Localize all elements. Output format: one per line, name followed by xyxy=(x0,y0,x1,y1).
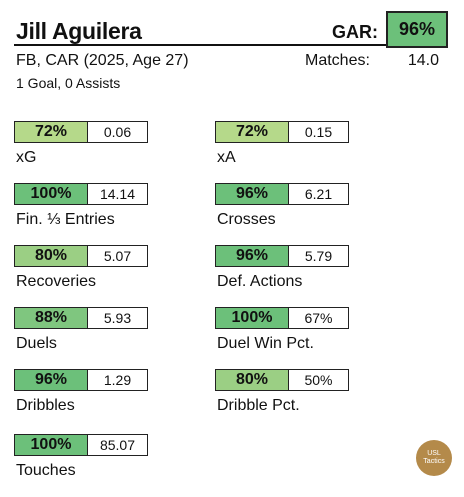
gar-value-badge: 96% xyxy=(386,11,448,48)
stat-label: xG xyxy=(16,149,37,166)
stat-value-box: 67% xyxy=(289,307,349,329)
stat-label: Touches xyxy=(16,462,76,479)
stat-label: Duels xyxy=(16,335,57,352)
stat-crosses: 96% 6.21 Crosses xyxy=(215,183,355,238)
stat-percentile-box: 96% xyxy=(215,183,289,205)
usl-tactics-logo: USL Tactics xyxy=(416,440,452,476)
stat-label: Fin. ⅓ Entries xyxy=(16,211,115,228)
stat-duels: 88% 5.93 Duels xyxy=(14,307,154,362)
gar-label: GAR: xyxy=(332,22,378,42)
stat-value-box: 50% xyxy=(289,369,349,391)
stat-percentile-box: 80% xyxy=(215,369,289,391)
stat-value-box: 0.15 xyxy=(289,121,349,143)
stat-value-box: 5.93 xyxy=(88,307,148,329)
stat-label: Dribble Pct. xyxy=(217,397,300,414)
stat-label: Crosses xyxy=(217,211,276,228)
stat-percentile-box: 100% xyxy=(14,434,88,456)
stat-def-actions: 96% 5.79 Def. Actions xyxy=(215,245,355,300)
stat-percentile-box: 72% xyxy=(215,121,289,143)
goals-assists: 1 Goal, 0 Assists xyxy=(16,75,121,91)
stat-label: Def. Actions xyxy=(217,273,303,290)
stat-value-box: 5.07 xyxy=(88,245,148,267)
stat-recoveries: 80% 5.07 Recoveries xyxy=(14,245,154,300)
logo-line-1: USL xyxy=(427,450,441,457)
stat-duel-win-pct: 100% 67% Duel Win Pct. xyxy=(215,307,355,362)
matches-label: Matches: xyxy=(305,52,370,69)
stat-percentile-box: 80% xyxy=(14,245,88,267)
player-subline: FB, CAR (2025, Age 27) xyxy=(16,52,189,69)
stat-label: xA xyxy=(217,149,236,166)
logo-line-2: Tactics xyxy=(423,458,445,465)
stat-touches: 100% 85.07 Touches xyxy=(14,434,154,489)
stat-label: Duel Win Pct. xyxy=(217,335,314,352)
stat-dribble-pct: 80% 50% Dribble Pct. xyxy=(215,369,355,424)
matches-value: 14.0 xyxy=(407,52,439,69)
stat-dribbles: 96% 1.29 Dribbles xyxy=(14,369,154,424)
stat-value-box: 6.21 xyxy=(289,183,349,205)
stat-value-box: 1.29 xyxy=(88,369,148,391)
player-name: Jill Aguilera xyxy=(16,18,142,44)
stat-xg: 72% 0.06 xG xyxy=(14,121,154,176)
stat-final-third-entries: 100% 14.14 Fin. ⅓ Entries xyxy=(14,183,154,238)
stat-label: Recoveries xyxy=(16,273,97,290)
stat-percentile-box: 100% xyxy=(215,307,289,329)
stat-xa: 72% 0.15 xA xyxy=(215,121,355,176)
stat-percentile-box: 100% xyxy=(14,183,88,205)
stat-value-box: 14.14 xyxy=(88,183,148,205)
stat-percentile-box: 88% xyxy=(14,307,88,329)
stat-percentile-box: 72% xyxy=(14,121,88,143)
stat-percentile-box: 96% xyxy=(215,245,289,267)
stat-value-box: 5.79 xyxy=(289,245,349,267)
stat-value-box: 85.07 xyxy=(88,434,148,456)
stat-percentile-box: 96% xyxy=(14,369,88,391)
stat-value-box: 0.06 xyxy=(88,121,148,143)
header-divider xyxy=(14,44,386,46)
stat-label: Dribbles xyxy=(16,397,75,414)
